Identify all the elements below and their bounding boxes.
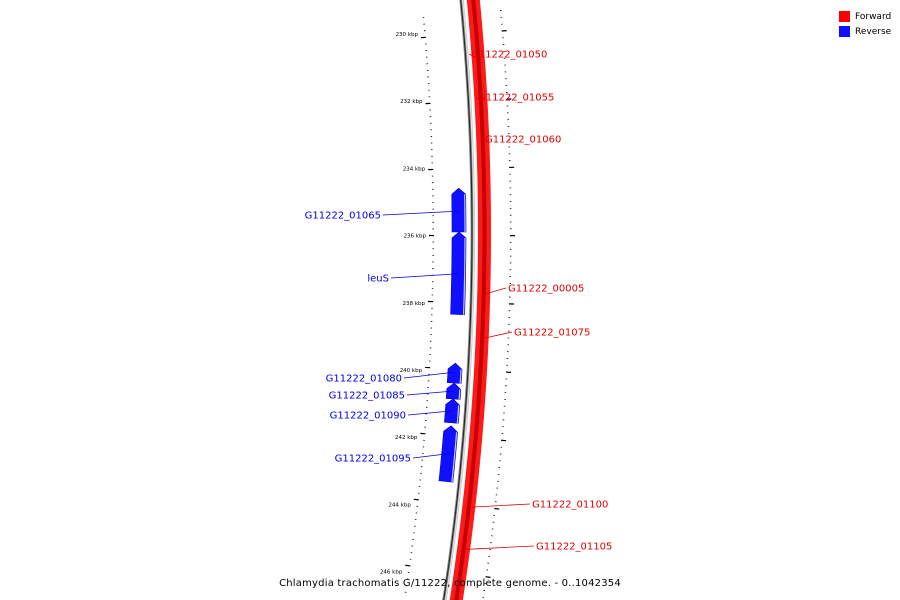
major-tick-inner [405, 564, 411, 567]
backbone-grey [442, 0, 474, 600]
gene-label: G11222_01055 [478, 93, 554, 104]
reverse-gene-edge [458, 389, 461, 400]
legend-swatch-reverse [839, 26, 850, 37]
legend-label-forward: Forward [855, 11, 892, 22]
gene-label: G11222_01090 [330, 411, 406, 422]
reverse-gene-box [451, 187, 467, 233]
legend-item-reverse: Reverse [839, 24, 899, 39]
gene-leader-line [412, 453, 449, 459]
backbone-highlight [445, 0, 476, 600]
gene-label: G11222_00005 [508, 284, 584, 295]
gene-leader-line [468, 53, 479, 60]
tick-marks: 230 kbp 232 kbp 234 kbp 236 kbp 238 kbp 240 k… [380, 10, 515, 598]
tick-label: 236 kbp [404, 234, 427, 240]
tick-label: 234 kbp [403, 166, 426, 172]
major-tick-outer [494, 507, 500, 510]
gene-leader-line [406, 390, 454, 396]
legend-label-reverse: Reverse [855, 26, 892, 37]
gene-label: G11222_01080 [326, 374, 402, 385]
gene-label: G11222_01050 [471, 50, 547, 61]
tick-label: 232 kbp [400, 99, 423, 105]
tick-label: 238 kbp [403, 301, 426, 307]
backbone-line [443, 0, 473, 600]
tick-label: 240 kbp [400, 368, 423, 374]
gene-leader-line [403, 371, 455, 379]
gene-leader-line [482, 331, 513, 339]
gene-leader-line [407, 410, 453, 416]
map-caption: Chlamydia trachomatis G/11222, complete … [279, 578, 621, 589]
legend: Forward Reverse [839, 9, 899, 39]
legend-swatch-forward [839, 11, 850, 22]
forward-gene-band-shade [454, 0, 487, 600]
reverse-gene-edge [451, 432, 458, 483]
gene-leader-line [382, 210, 459, 216]
gene-leader-line [464, 545, 535, 550]
tick-label: 230 kbp [396, 32, 419, 38]
gene-label: leuS [367, 274, 389, 285]
reverse-gene-edge [462, 237, 466, 315]
gene-labels: G11222_01050 G11222_01055 G11222_01060 G112… [305, 50, 613, 553]
tick-label: 246 kbp [380, 570, 403, 576]
gene-label: G11222_01085 [329, 391, 405, 402]
tick-label: 242 kbp [395, 435, 418, 441]
gene-label: G11222_01095 [335, 454, 411, 465]
gene-leader-line [484, 287, 507, 295]
gene-leader-line [475, 96, 482, 103]
forward-strand-track [449, 0, 491, 600]
gene-label: G11222_01100 [532, 500, 608, 511]
reverse-gene-edge [456, 405, 460, 424]
legend-item-forward: Forward [839, 9, 899, 24]
gene-label: G11222_01105 [536, 542, 612, 553]
genome-backbone [442, 0, 476, 600]
gene-label: G11222_01075 [514, 328, 590, 339]
major-tick-outer [485, 576, 491, 578]
reverse-gene-edge [459, 369, 462, 384]
tick-label: 244 kbp [388, 502, 411, 508]
gene-leader-line [390, 273, 459, 279]
gene-label: G11222_01060 [485, 135, 561, 146]
gene-leader-line [469, 503, 531, 508]
major-tick-inner [413, 498, 419, 501]
reverse-strand-genes [438, 187, 467, 483]
gene-label: G11222_01065 [305, 211, 381, 222]
forward-gene-band [449, 0, 491, 600]
